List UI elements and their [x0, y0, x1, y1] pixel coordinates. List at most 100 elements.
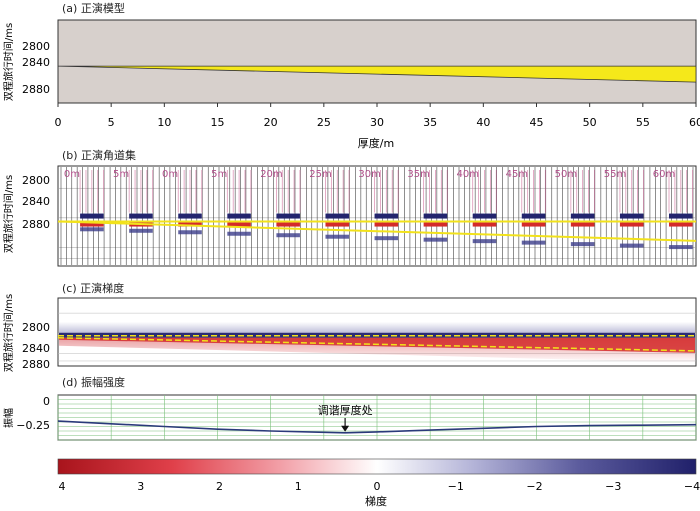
event-blue-upper — [423, 213, 448, 219]
panel-a-caption: (a) 正演模型 — [62, 1, 125, 15]
colorbar-tick: 2 — [216, 480, 223, 493]
event-blue-lower — [423, 237, 448, 242]
gather-label: 50m — [555, 169, 577, 180]
event-red — [374, 222, 399, 227]
panel-a-xlabel: 厚度/m — [358, 136, 394, 150]
y-tick-2840: 2840 — [22, 342, 50, 355]
halo-blue — [59, 321, 695, 334]
colorbar-tick: −2 — [526, 480, 542, 493]
colorbar-tick: −4 — [684, 480, 700, 493]
gather-label: 25m — [309, 169, 331, 180]
y-tick-2800: 2800 — [22, 321, 50, 334]
x-tick-label: 0 — [55, 116, 62, 129]
event-blue-lower — [227, 231, 251, 236]
event-red — [80, 222, 104, 227]
y-tick-2800: 2800 — [22, 40, 50, 53]
event-blue-upper — [276, 213, 300, 219]
gather-label: 40m — [457, 169, 479, 180]
event-blue-lower — [276, 233, 300, 238]
event-blue-lower — [472, 239, 497, 244]
x-tick-label: 45 — [530, 116, 544, 129]
panel-d-ylabel: 振幅 — [2, 408, 15, 428]
colorbar-tick: 0 — [374, 480, 381, 493]
angle-gathers: 0m 5m 0m 5m 20m 25m 30m 35m 40m 45m 50m 55m 60m — [57, 167, 697, 265]
y-tick-neg025: −0.25 — [16, 419, 50, 432]
y-tick-2880: 2880 — [22, 83, 50, 96]
tuning-annotation: 调谐厚度处 — [318, 403, 373, 432]
event-blue-upper — [325, 213, 350, 219]
panel-a-yaxis: 2800 2840 2880 — [22, 40, 50, 96]
panel-d-yaxis: 0 −0.25 — [16, 395, 50, 432]
event-blue-lower — [374, 236, 399, 241]
arrow-head-icon — [341, 425, 350, 432]
panel-c-yaxis: 2800 2840 2880 — [22, 321, 50, 371]
y-tick-2880: 2880 — [22, 218, 50, 231]
red-band — [59, 337, 695, 353]
wedge-layer — [57, 65, 697, 83]
panel-d: (d) 振幅强度 调谐厚度处 0 −0.25 振幅 — [2, 375, 697, 441]
panel-d-grid — [57, 395, 697, 441]
panel-d-caption: (d) 振幅强度 — [62, 375, 125, 389]
gather-label: 30m — [358, 169, 380, 180]
event-blue-upper — [521, 213, 546, 219]
event-red — [276, 222, 300, 227]
colorbar-tick: −3 — [605, 480, 621, 493]
bottom-horizon — [57, 220, 697, 242]
event-blue-lower — [521, 240, 546, 245]
colorbar-ramp — [57, 458, 697, 475]
event-red — [619, 222, 644, 227]
event-blue-upper — [129, 213, 153, 219]
colorbar-tick: 1 — [295, 480, 302, 493]
event-blue-lower — [178, 230, 202, 235]
event-blue-upper — [619, 213, 644, 219]
gradient-section — [57, 312, 697, 363]
event-red — [227, 222, 251, 227]
amplitude-curve — [57, 420, 697, 434]
x-tick-label: 40 — [476, 116, 490, 129]
event-red — [325, 222, 350, 227]
event-blue-lower — [619, 243, 644, 248]
event-blue-lower — [80, 227, 104, 232]
gather-label: 5m — [211, 169, 227, 180]
event-red — [472, 222, 497, 227]
y-tick-2840: 2840 — [22, 56, 50, 69]
event-blue-lower — [129, 228, 153, 233]
event-blue-upper — [472, 213, 497, 219]
colorbar: 4 3 2 1 0 −1 −2 −3 −4 梯度 — [57, 458, 700, 508]
gather-label: 35m — [407, 169, 429, 180]
x-tick-label: 35 — [423, 116, 437, 129]
colorbar-tick: −1 — [448, 480, 464, 493]
event-blue-upper — [374, 213, 399, 219]
panel-a-ylabel: 双程旅行时间/ms — [2, 23, 15, 101]
x-tick-label: 50 — [583, 116, 597, 129]
gather-label: 0m — [64, 169, 80, 180]
event-red — [423, 222, 448, 227]
y-tick-2840: 2840 — [22, 195, 50, 208]
event-blue-upper — [227, 213, 251, 219]
panel-a: (a) 正演模型 2800 2840 2880 0 5 10 15 20 25 30 35 40… — [2, 1, 700, 150]
gather-label: 5m — [113, 169, 129, 180]
x-tick-label: 5 — [108, 116, 115, 129]
tuning-label: 调谐厚度处 — [318, 403, 373, 417]
panel-c-ylabel: 双程旅行时间/ms — [2, 294, 15, 372]
gather-label: 0m — [162, 169, 178, 180]
event-blue-upper — [669, 213, 693, 219]
x-tick-label: 25 — [317, 116, 331, 129]
y-tick-2880: 2880 — [22, 358, 50, 371]
event-blue-lower — [669, 245, 693, 250]
gather-label: 20m — [260, 169, 282, 180]
event-blue-upper — [570, 213, 595, 219]
x-tick-label: 20 — [264, 116, 278, 129]
event-blue-lower — [325, 234, 350, 239]
bottom-horizon — [57, 337, 697, 352]
event-red — [521, 222, 546, 227]
panel-c-caption: (c) 正演梯度 — [62, 281, 124, 295]
gather-label: 55m — [604, 169, 626, 180]
colorbar-label: 梯度 — [365, 494, 387, 508]
y-tick-0: 0 — [43, 395, 50, 408]
x-tick-label: 15 — [211, 116, 225, 129]
panel-b: (b) 正演角道集 0m 5m 0m 5m 20m 25m 30m 35m 40m 45m 50m 5… — [2, 148, 697, 267]
panel-b-caption: (b) 正演角道集 — [62, 148, 136, 162]
panel-c: (c) 正演梯度 2800 2840 2880 双程旅行时间/ms — [2, 281, 697, 372]
